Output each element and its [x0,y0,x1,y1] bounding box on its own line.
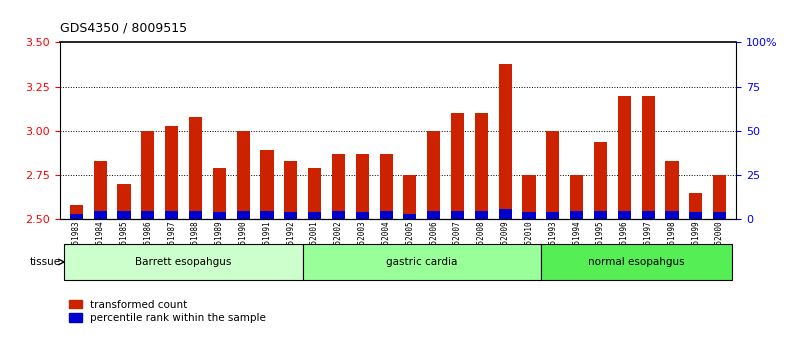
Bar [522,212,536,219]
Bar [302,244,541,280]
Bar [165,211,178,219]
Bar [665,211,678,219]
Bar [642,96,654,219]
Bar [498,64,512,219]
Bar [618,211,631,219]
Bar [118,184,131,219]
Bar [380,154,392,219]
Bar [498,209,512,219]
Bar [94,211,107,219]
Bar [260,150,274,219]
Bar [332,154,345,219]
Legend: transformed count, percentile rank within the sample: transformed count, percentile rank withi… [65,296,270,327]
Bar [236,131,250,219]
Bar [451,211,464,219]
Bar [546,212,560,219]
Bar [236,211,250,219]
Bar [70,214,83,219]
Bar [642,211,654,219]
Bar [713,212,726,219]
Bar [404,214,416,219]
Bar [94,161,107,219]
Bar [594,211,607,219]
Bar [332,211,345,219]
Bar [475,113,488,219]
Bar [427,211,440,219]
Bar [594,142,607,219]
Bar [546,131,560,219]
Bar [142,211,154,219]
Bar [713,175,726,219]
Bar [284,161,298,219]
Bar [665,161,678,219]
Bar [64,244,302,280]
Bar [118,211,131,219]
Bar [142,131,154,219]
Bar [189,117,202,219]
Bar [380,211,392,219]
Text: normal esopahgus: normal esopahgus [588,257,685,267]
Bar [689,212,702,219]
Bar [475,211,488,219]
Bar [356,212,369,219]
Bar [70,205,83,219]
Bar [451,113,464,219]
Bar [213,212,226,219]
Bar [189,211,202,219]
Text: Barrett esopahgus: Barrett esopahgus [135,257,232,267]
Bar [260,211,274,219]
Bar [165,126,178,219]
Bar [618,96,631,219]
Bar [570,211,583,219]
Text: GDS4350 / 8009515: GDS4350 / 8009515 [60,21,187,34]
Bar [522,175,536,219]
Bar [404,175,416,219]
Bar [570,175,583,219]
Bar [308,168,321,219]
Text: tissue: tissue [29,257,60,267]
Bar [427,131,440,219]
Bar [541,244,732,280]
Bar [689,193,702,219]
Bar [284,212,298,219]
Bar [213,168,226,219]
Bar [308,212,321,219]
Text: gastric cardia: gastric cardia [386,257,458,267]
Bar [356,154,369,219]
